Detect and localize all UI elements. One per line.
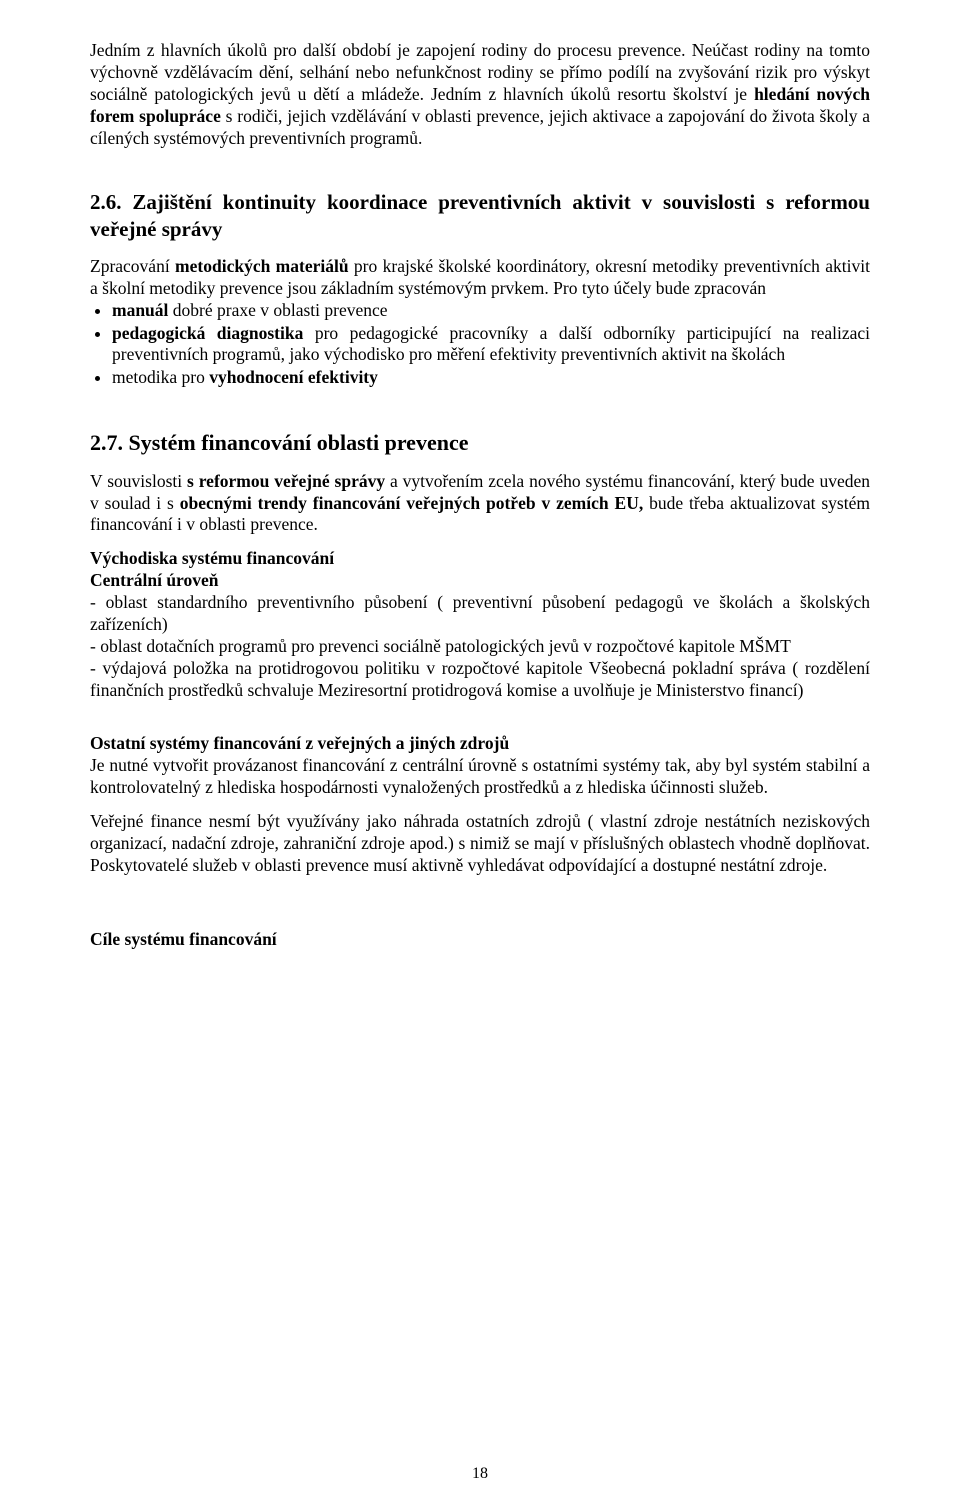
text-run: V souvislosti xyxy=(90,471,187,491)
list-item: manuál dobré praxe v oblasti prevence xyxy=(112,300,870,322)
page-number: 18 xyxy=(0,1465,960,1483)
text-run: metodika pro xyxy=(112,367,209,387)
section-2-6-paragraph: Zpracování metodických materiálů pro kra… xyxy=(90,256,870,300)
section-2-7-heading: 2.7. Systém financování oblasti prevence xyxy=(90,429,870,457)
central-item-2: - oblast dotačních programů pro prevenci… xyxy=(90,636,870,658)
text-run-bold: s reformou veřejné správy xyxy=(187,471,385,491)
text-run-bold: manuál xyxy=(112,300,168,320)
section-2-6-heading: 2.6. Zajištění kontinuity koordinace pre… xyxy=(90,189,870,242)
text-run-bold: pedagogická diagnostika xyxy=(112,323,303,343)
intro-paragraph: Jedním z hlavních úkolů pro další období… xyxy=(90,40,870,149)
central-item-1: - oblast standardního preventivního půso… xyxy=(90,592,870,636)
text-run-bold: vyhodnocení efektivity xyxy=(209,367,378,387)
subheading-ostatni: Ostatní systémy financování z veřejných … xyxy=(90,733,870,755)
central-item-3: - výdajová položka na protidrogovou poli… xyxy=(90,658,870,702)
spacer xyxy=(90,713,870,733)
ostatni-paragraph-1: Je nutné vytvořit provázanost financován… xyxy=(90,755,870,799)
text-run: dobré praxe v oblasti prevence xyxy=(168,300,387,320)
subheading-cile: Cíle systému financování xyxy=(90,929,870,951)
document-page: Jedním z hlavních úkolů pro další období… xyxy=(0,0,960,1505)
list-item: metodika pro vyhodnocení efektivity xyxy=(112,367,870,389)
subheading-centralni: Centrální úroveň xyxy=(90,570,870,592)
section-2-7-paragraph-1: V souvislosti s reformou veřejné správy … xyxy=(90,471,870,537)
spacer xyxy=(90,889,870,909)
text-run: Jedním z hlavních úkolů pro další období… xyxy=(90,40,870,104)
list-item: pedagogická diagnostika pro pedagogické … xyxy=(112,323,870,367)
ostatni-paragraph-2: Veřejné finance nesmí být využívány jako… xyxy=(90,811,870,877)
spacer xyxy=(90,909,870,929)
text-run-bold: metodických materiálů xyxy=(175,256,349,276)
subheading-vychodiska: Východiska systému financování xyxy=(90,548,870,570)
section-2-6-bullet-list: manuál dobré praxe v oblasti prevence pe… xyxy=(90,300,870,390)
text-run: Zpracování xyxy=(90,256,175,276)
text-run-bold: obecnými trendy financování veřejných po… xyxy=(180,493,643,513)
